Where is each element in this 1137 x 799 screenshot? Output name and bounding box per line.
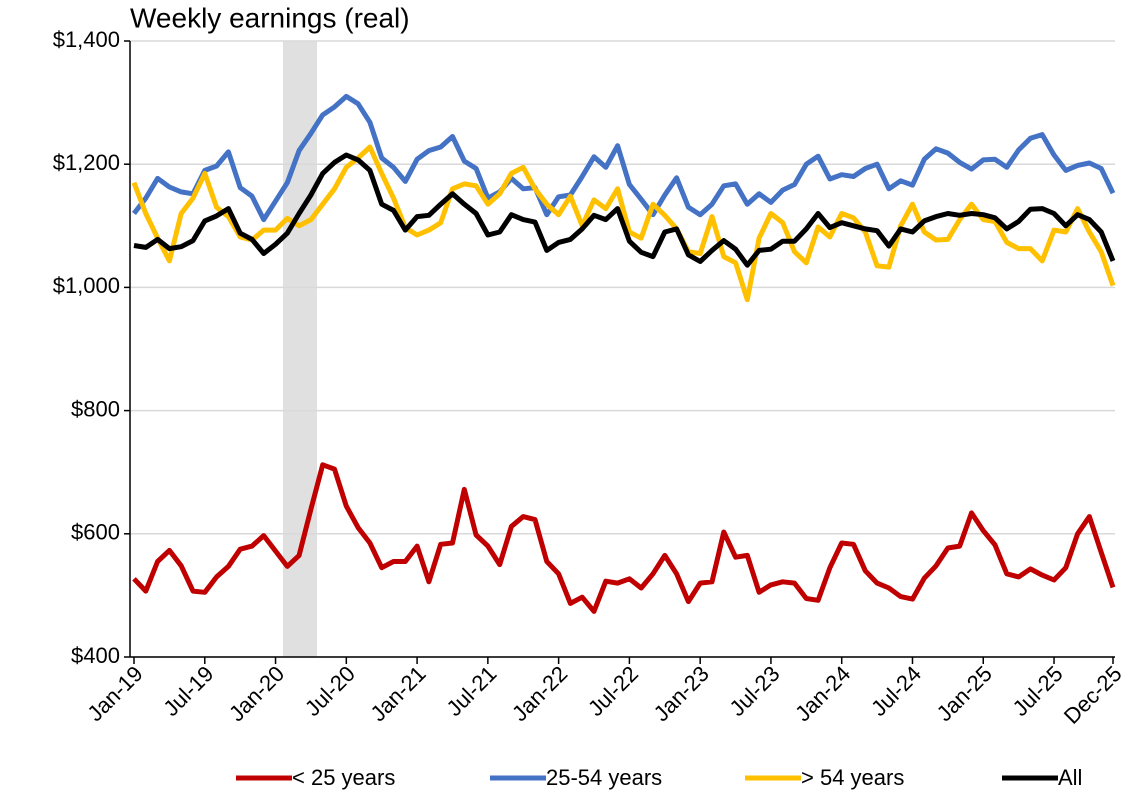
x-tick-label: Jan-24 xyxy=(790,661,855,726)
y-tick-label: $1,200 xyxy=(53,150,120,175)
x-tick-label: Jul-21 xyxy=(441,661,501,721)
x-tick-label: Jan-23 xyxy=(649,661,714,726)
x-tick-label: Jan-20 xyxy=(224,661,289,726)
x-tick-label: Jan-21 xyxy=(365,661,430,726)
series-line xyxy=(133,152,1116,268)
legend-label: All xyxy=(1058,765,1082,790)
x-tick-label: Jan-22 xyxy=(507,661,572,726)
x-tick-label: Jan-25 xyxy=(932,661,997,726)
y-tick-label: $400 xyxy=(71,643,120,668)
x-tick-label: Jan-19 xyxy=(82,661,147,726)
y-tick-label: $800 xyxy=(71,396,120,421)
series-line xyxy=(132,462,1116,614)
y-tick-label: $600 xyxy=(71,520,120,545)
x-tick-label: Jul-19 xyxy=(158,661,218,721)
y-tick-label: $1,000 xyxy=(53,273,120,298)
series-line xyxy=(132,93,1116,223)
x-tick-label: Jul-20 xyxy=(300,661,360,721)
x-tick-label: Dec-25 xyxy=(1059,661,1127,729)
legend-label: > 54 years xyxy=(801,765,904,790)
x-tick-label: Jul-23 xyxy=(725,661,785,721)
series-line xyxy=(131,144,1116,303)
x-tick-label: Jul-22 xyxy=(583,661,643,721)
chart-title: Weekly earnings (real) xyxy=(130,2,410,33)
x-tick-label: Jul-24 xyxy=(866,661,926,721)
legend-label: 25-54 years xyxy=(546,765,662,790)
legend-label: < 25 years xyxy=(292,765,395,790)
y-tick-label: $1,400 xyxy=(53,27,120,52)
